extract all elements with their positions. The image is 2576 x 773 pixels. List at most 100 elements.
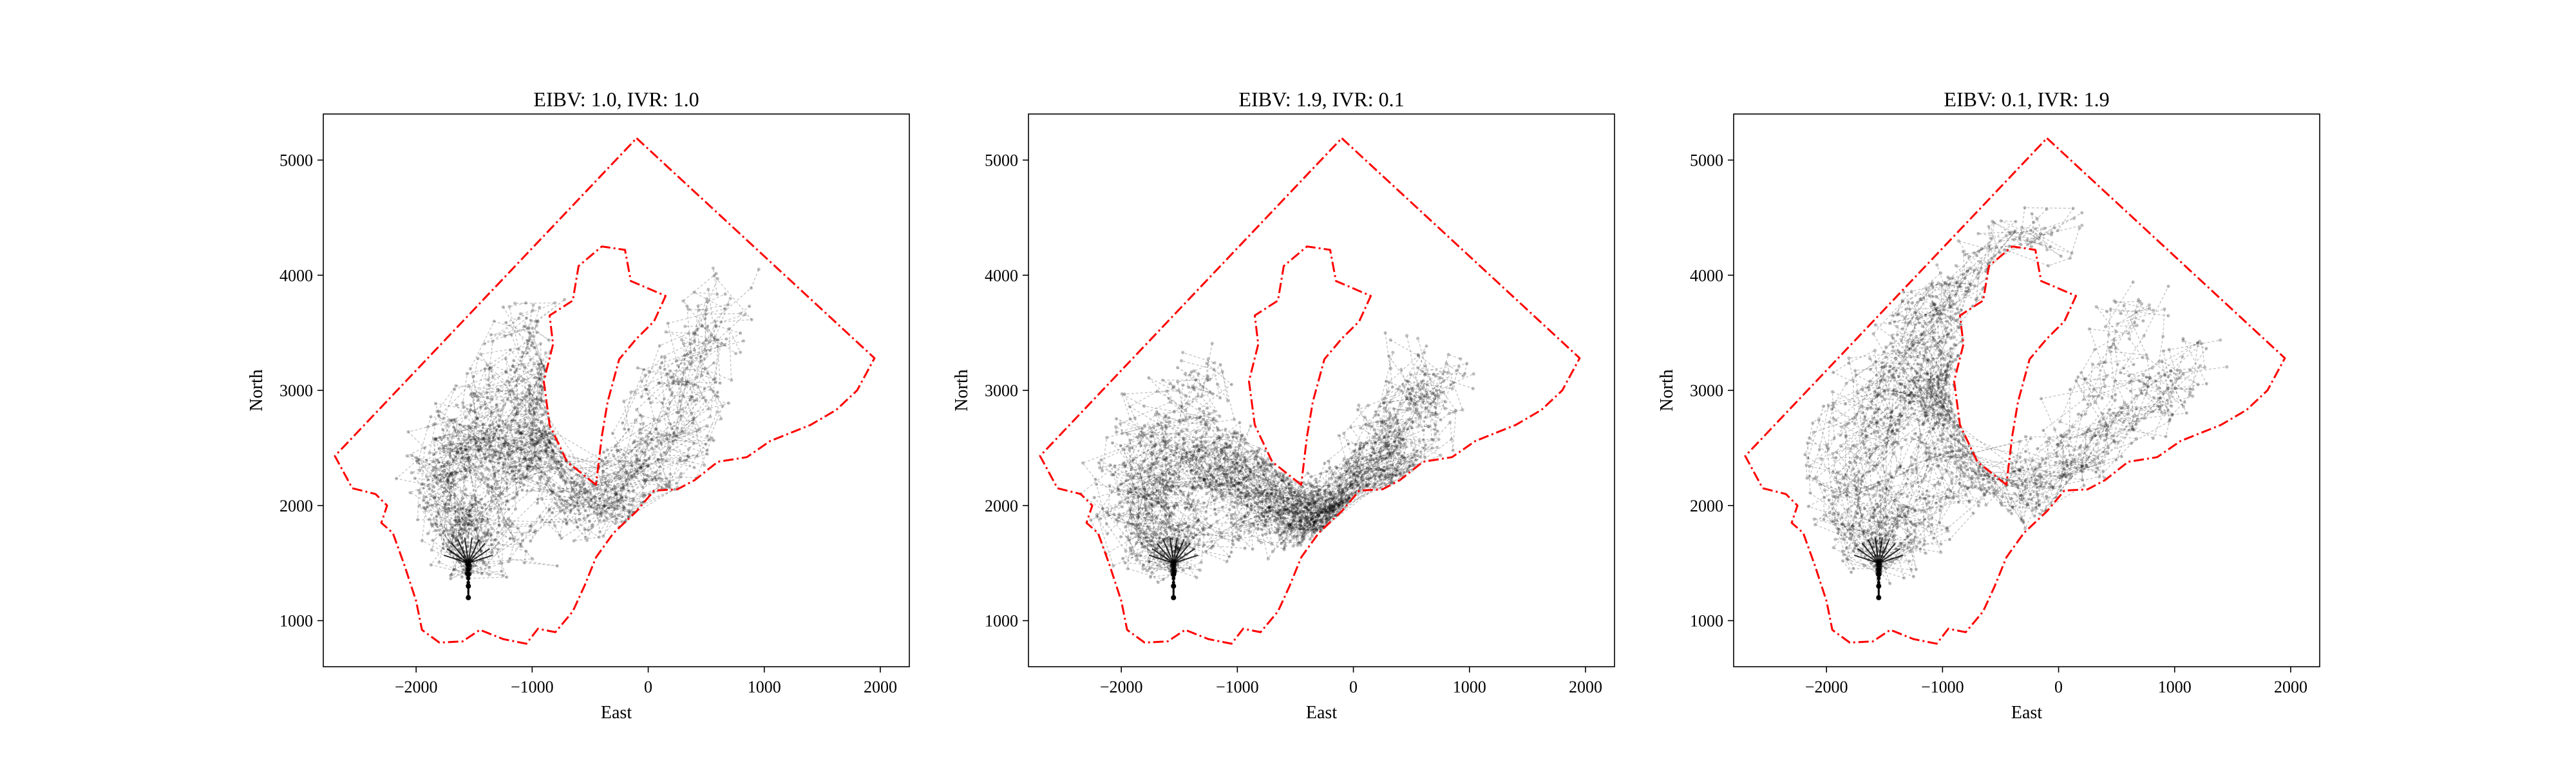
trajectory-point	[1114, 518, 1118, 522]
trajectory-point	[690, 411, 694, 415]
trajectory-point	[649, 437, 653, 441]
trajectory-point	[707, 340, 712, 344]
trajectory-point	[1164, 415, 1168, 419]
trajectory-point	[667, 484, 670, 488]
trajectory-point	[1329, 496, 1332, 501]
trajectory-point	[1929, 517, 1933, 520]
trajectory-point	[539, 406, 543, 410]
trajectory-point	[706, 287, 710, 291]
trajectory-point	[1909, 455, 1913, 459]
trajectory-point	[601, 469, 605, 473]
trajectory-point	[1390, 385, 1394, 389]
trajectory-point	[1979, 266, 1983, 271]
trajectory-line	[408, 419, 542, 598]
trajectory-point	[574, 473, 578, 477]
trajectory-point	[482, 432, 487, 435]
trajectory-point	[437, 461, 440, 464]
start-fan-line	[451, 542, 469, 564]
trajectory-point	[1258, 465, 1262, 469]
trajectory-point	[610, 515, 614, 519]
trajectory-point	[509, 465, 513, 469]
trajectory-point	[1824, 513, 1828, 517]
trajectory-point	[506, 397, 509, 401]
trajectory-point	[618, 498, 621, 502]
trajectory-point	[1213, 361, 1217, 365]
subplot-3: EIBV: 0.1, IVR: 1.9 East North −2000 −100…	[1657, 88, 2320, 723]
trajectory-point	[1180, 405, 1184, 409]
x-tick-label: 2000	[864, 678, 897, 696]
trajectory-point	[629, 450, 633, 453]
trajectory-point	[497, 408, 500, 413]
trajectory-point	[524, 301, 528, 305]
trajectory-point	[1939, 550, 1943, 555]
trajectory-point	[510, 419, 514, 424]
trajectory-point	[1175, 446, 1179, 451]
trajectory-point	[419, 491, 422, 495]
trajectory-point	[631, 499, 635, 503]
trajectory-point	[441, 447, 446, 451]
trajectory-point	[439, 479, 442, 484]
trajectory-point	[625, 478, 629, 482]
trajectory-point	[1397, 432, 1401, 436]
trajectory-point	[723, 292, 727, 296]
trajectory-point	[545, 445, 549, 449]
trajectory-point	[668, 401, 672, 405]
trajectory-point	[622, 399, 626, 403]
trajectory-point	[1878, 435, 1882, 439]
trajectory-point	[484, 390, 488, 395]
trajectory-point	[568, 503, 573, 507]
trajectory-point	[2092, 348, 2096, 352]
trajectory-point	[670, 381, 674, 386]
trajectory-point	[2166, 284, 2170, 288]
trajectory-point	[2170, 412, 2174, 416]
trajectory-point	[445, 544, 449, 548]
trajectory-point	[529, 524, 533, 528]
trajectory-point	[449, 573, 453, 578]
trajectory-point	[508, 519, 512, 522]
trajectory-point	[497, 388, 501, 392]
start-fan-line	[464, 537, 469, 564]
trajectory-point	[538, 477, 542, 481]
trajectory-point	[708, 348, 712, 352]
trajectory-point	[520, 432, 524, 436]
trajectory-point	[540, 385, 544, 389]
trajectory-point	[486, 485, 491, 489]
trajectory-point	[1216, 383, 1220, 386]
trajectory-point	[660, 477, 664, 481]
trajectory-point	[484, 532, 488, 536]
trajectory-point	[1375, 420, 1379, 424]
trajectory-point	[458, 533, 462, 537]
trajectory-point	[550, 454, 554, 458]
trajectory-point	[474, 455, 478, 459]
trajectory-point	[2151, 436, 2155, 441]
trajectory-point	[1895, 325, 1899, 329]
trajectory-point	[1212, 367, 1216, 372]
trajectory-point	[542, 472, 546, 475]
trajectory-point	[527, 457, 531, 461]
trajectory-point	[628, 509, 632, 513]
trajectory-point	[1956, 239, 1960, 243]
trajectory-point	[1114, 417, 1118, 421]
trajectory-point	[1296, 534, 1300, 538]
trajectory-point	[1915, 301, 1919, 305]
trajectory-point	[574, 492, 578, 496]
trajectory-point	[506, 450, 509, 455]
trajectory-point	[2018, 455, 2022, 459]
trajectory-point	[495, 531, 500, 535]
trajectory-line	[459, 489, 634, 598]
trajectory-point	[504, 439, 508, 443]
trajectory-point	[489, 366, 493, 370]
trajectory-point	[498, 417, 502, 422]
trajectory-point	[583, 490, 587, 494]
trajectory-point	[1270, 542, 1274, 546]
trajectory-point	[1166, 537, 1170, 540]
trajectory-point	[603, 488, 608, 491]
trajectory-point	[2094, 401, 2098, 405]
trajectory-point	[481, 475, 485, 479]
trajectory-point	[1387, 380, 1391, 384]
trajectory-point	[1191, 524, 1195, 529]
trajectory-point	[1976, 276, 1980, 280]
trajectory-point	[497, 516, 501, 520]
trajectory-point	[484, 476, 488, 480]
trajectory-point	[492, 476, 496, 480]
